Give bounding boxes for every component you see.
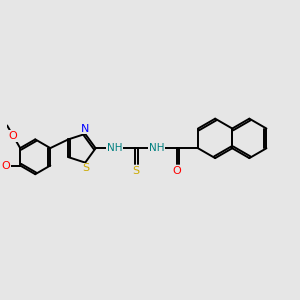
Text: S: S xyxy=(82,164,89,173)
Text: O: O xyxy=(2,160,11,170)
Text: NH: NH xyxy=(107,143,122,153)
Text: NH: NH xyxy=(148,143,164,153)
Text: O: O xyxy=(173,166,182,176)
Text: N: N xyxy=(81,124,89,134)
Text: O: O xyxy=(8,131,17,141)
Text: S: S xyxy=(132,166,139,176)
